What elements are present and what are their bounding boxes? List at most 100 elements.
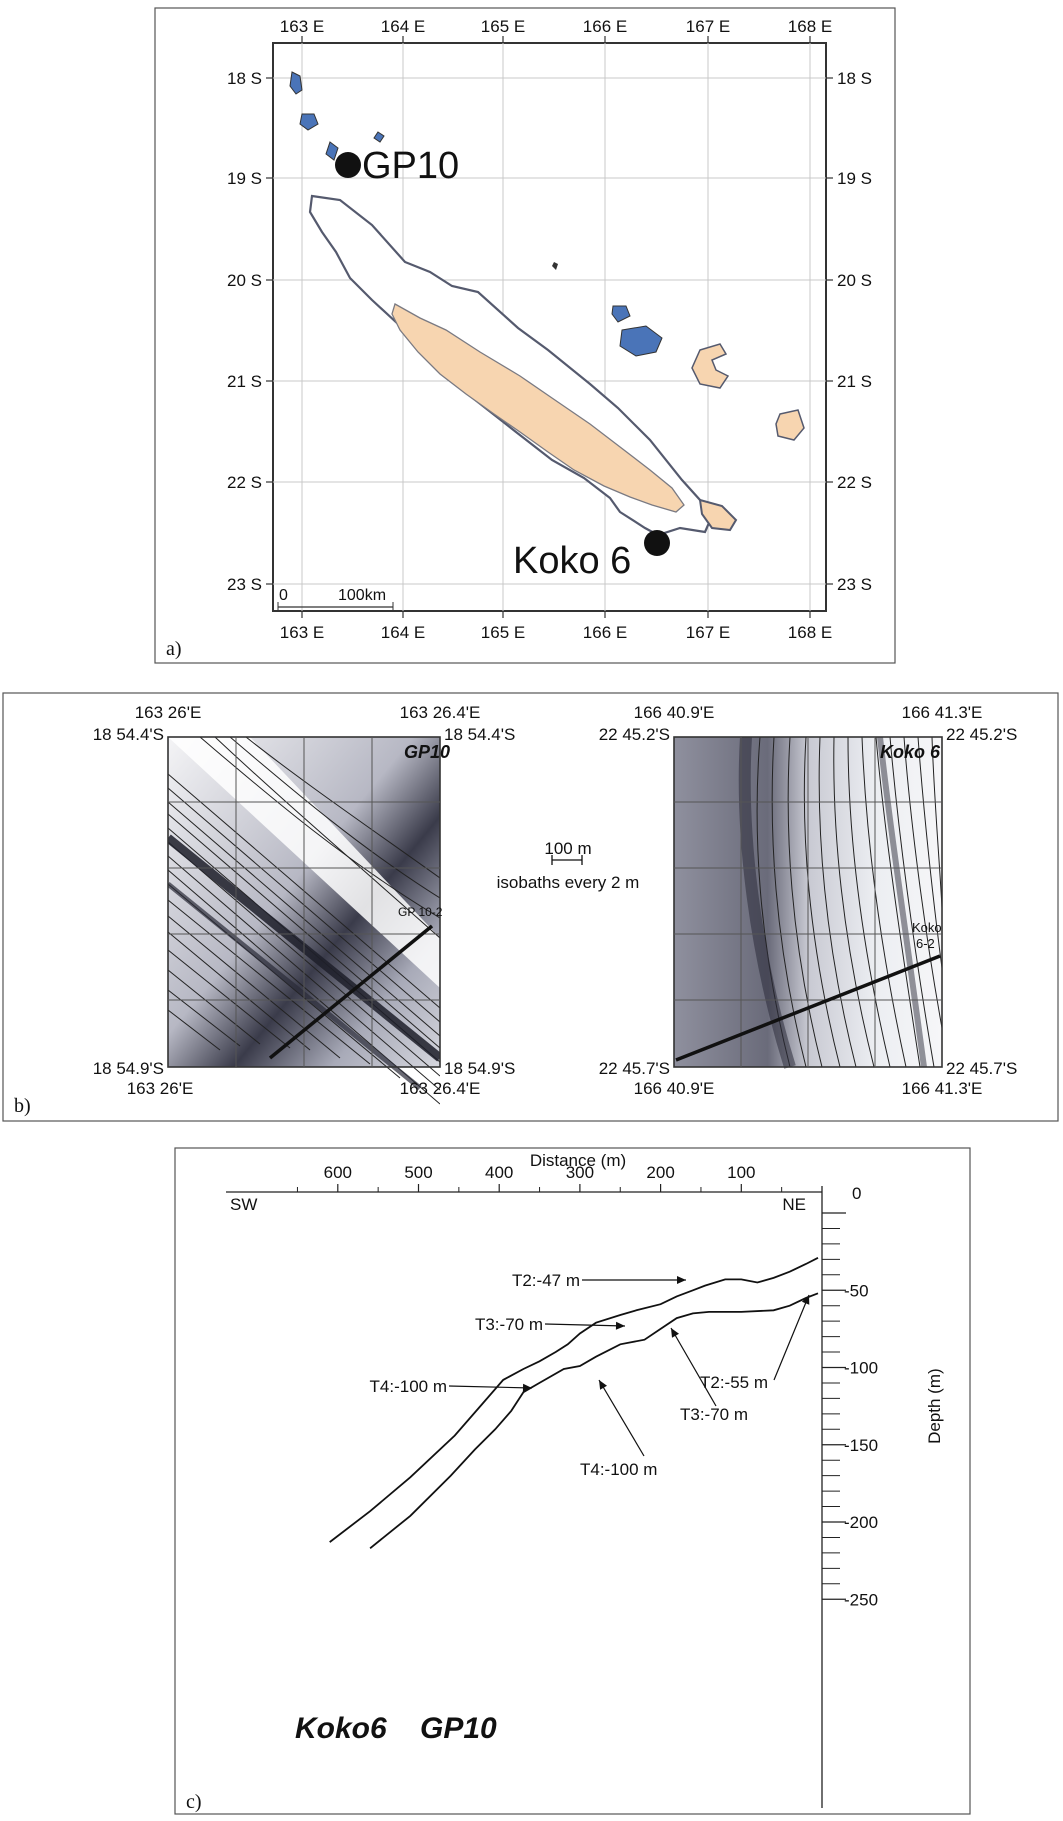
arrow-gp-t2 [773,1294,810,1381]
lon-labels-top: 163 E 164 E 165 E 166 E 167 E 168 E [280,17,832,36]
panel-c-letter: c) [186,1791,202,1813]
arrow-koko-t3-head [615,1321,625,1330]
y-tick-label: -150 [844,1436,878,1455]
site-koko6: Koko 6 [513,530,670,582]
shelf-loyalty-1 [611,305,631,323]
grande-terre-island [391,303,685,513]
map-ticks [266,36,833,618]
annotation-gp-t2: T2:-55 m [700,1373,768,1392]
arrow-koko-t4 [448,1385,533,1389]
x-axis-title: Distance (m) [530,1151,626,1170]
scale-bar: 0 100km [277,587,394,611]
lat-left-18: 18 S [227,69,262,88]
lat-left-23: 23 S [227,575,262,594]
walpole-reef [552,262,558,270]
series-label-koko6: Koko6 [295,1712,387,1745]
koko6-profile-line [675,954,941,1062]
lon-top-165: 165 E [481,17,525,36]
x-tick-label: 100 [727,1163,755,1182]
gp10-lon-left-bottom: 163 26'E [127,1079,194,1098]
lon-bot-163: 163 E [280,623,324,642]
gp10-lat-bottom-left: 18 54.9'S [93,1059,164,1078]
x-tick-label: 200 [646,1163,674,1182]
lat-left-21: 21 S [227,372,262,391]
koko6-lon-right-bottom: 166 41.3'E [902,1079,983,1098]
lon-top-166: 166 E [583,17,627,36]
lon-bot-166: 166 E [583,623,627,642]
koko6-lat-bottom-right: 22 45.7'S [946,1059,1017,1078]
lat-right-18: 18 S [837,69,872,88]
x-tick-label: 600 [324,1163,352,1182]
scale-label: 100km [338,587,386,604]
annotation-koko-t3: T3:-70 m [475,1315,543,1334]
koko6-lon-left-top: 166 40.9'E [634,703,715,722]
site-gp10-label: GP10 [362,145,459,187]
lon-bot-165: 165 E [481,623,525,642]
site-koko6-marker [644,530,670,556]
arrow-gp-t3-head [671,1328,679,1338]
lat-left-22: 22 S [227,473,262,492]
y-tick-label: -200 [844,1513,878,1532]
annotation-koko-t2: T2:-47 m [512,1271,580,1290]
arrow-koko-t3 [544,1323,626,1327]
shelf-3 [325,141,339,161]
shelf-4 [373,131,385,143]
lat-left-19: 19 S [227,169,262,188]
lat-right-21: 21 S [837,372,872,391]
gp10-lat-bottom-right: 18 54.9'S [444,1059,515,1078]
koko6-lat-top-right: 22 45.2'S [946,725,1017,744]
annotation-gp-t4: T4:-100 m [580,1460,657,1479]
arrow-gp-t3 [670,1327,717,1407]
x-tick-label: 400 [485,1163,513,1182]
lat-labels-left: 18 S 19 S 20 S 21 S 22 S 23 S [227,69,262,594]
lon-top-163: 163 E [280,17,324,36]
direction-sw: SW [230,1195,257,1214]
site-gp10-marker [335,152,361,178]
panel-b-scale: 100 m isobaths every 2 m [497,839,640,892]
shelf-1 [289,71,303,95]
lat-right-23: 23 S [837,575,872,594]
panel-b-scale-label: 100 m [544,839,591,858]
x-tick-label: 300 [566,1163,594,1182]
direction-ne: NE [782,1195,806,1214]
gp10-grid [168,737,440,1067]
profile-line-gp10 [369,1292,819,1550]
koko6-grid [674,737,942,1067]
panel-c-profiles: 600 500 400 300 200 100 Distance (m) SW NE 0 -50 -1… [0,1140,1063,1821]
profile-chart: 600 500 400 300 200 100 Distance (m) SW NE 0 -50 -1… [174,1147,971,1815]
lat-labels-right: 18 S 19 S 20 S 21 S 22 S 23 S [837,69,872,594]
profile-line-koko6 [329,1256,819,1543]
y-tick-label: -100 [844,1359,878,1378]
gp10-lon-left-top: 163 26'E [135,703,202,722]
y-tick-label: -250 [844,1590,878,1609]
lat-right-22: 22 S [837,473,872,492]
gp10-profile-label: GP 10-2 [398,905,443,919]
koko6-inset-title: Koko 6 [880,742,941,762]
lon-bot-168: 168 E [788,623,832,642]
koko6-lon-right-top: 166 41.3'E [902,703,983,722]
shelf-loyalty-2 [619,325,663,357]
lifou-island [691,343,730,389]
gp10-lat-top-left: 18 54.4'S [93,725,164,744]
koko6-profile-label-2: 6-2 [916,936,935,951]
koko6-lat-top-left: 22 45.2'S [599,725,670,744]
lon-labels-bottom: 163 E 164 E 165 E 166 E 167 E 168 E [280,623,832,642]
annotation-gp-t3: T3:-70 m [680,1405,748,1424]
lon-top-168: 168 E [788,17,832,36]
lat-right-20: 20 S [837,271,872,290]
site-gp10: GP10 [335,145,459,187]
lon-top-167: 167 E [686,17,730,36]
scale-zero: 0 [279,587,288,604]
map-plot-area [272,42,827,612]
lon-top-164: 164 E [381,17,425,36]
gp10-inset-title: GP10 [404,742,450,762]
isobath-note: isobaths every 2 m [497,873,640,892]
gp10-inset: GP 10-2 GP10 163 26'E 163 26.4'E 18 54.4… [93,703,515,1105]
x-tick-label: 500 [404,1163,432,1182]
panel-b-bathymetry: GP 10-2 GP10 163 26'E 163 26.4'E 18 54.4… [0,688,1063,1128]
panel-b-letter: b) [14,1095,31,1117]
panel-a-map: GP10 Koko 6 0 100km 163 E 164 E 165 E 16… [0,0,1063,670]
site-koko6-label: Koko 6 [513,540,631,582]
y-axis-title: Depth (m) [925,1368,944,1444]
arrow-gp-t4-head [599,1380,607,1390]
